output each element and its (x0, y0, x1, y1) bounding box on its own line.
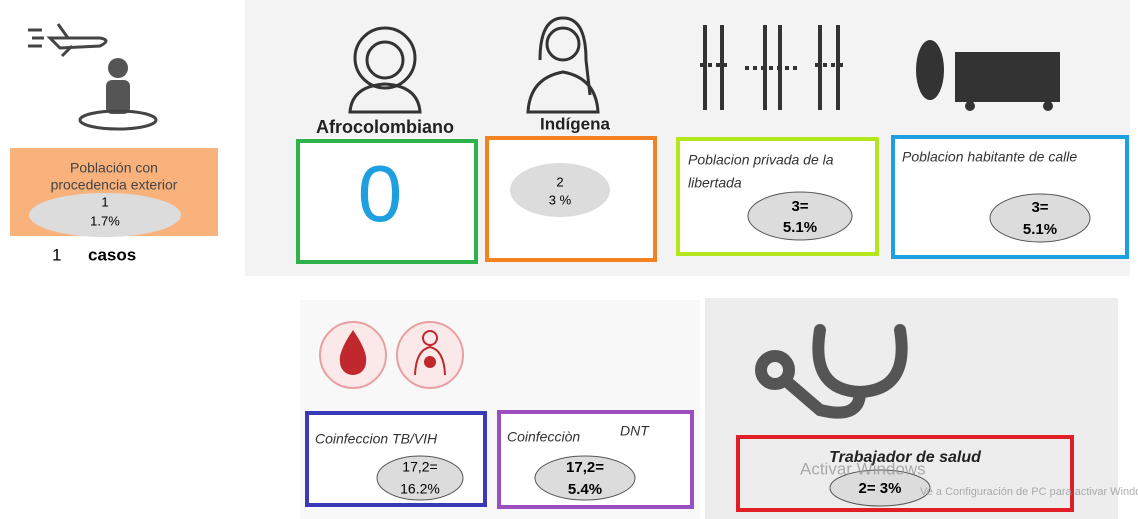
value-badge (510, 163, 610, 217)
percent: 5.1% (783, 219, 817, 236)
card-label: Poblacion privada de la (688, 152, 834, 168)
percent: 3 % (549, 192, 572, 207)
cases-count: 1 (52, 245, 61, 264)
afro-icon (348, 26, 422, 114)
value-badge (534, 455, 636, 501)
value-badge (29, 193, 181, 237)
card-title: Trabajador de salud (829, 449, 982, 466)
indigena-icon (526, 16, 600, 114)
card-label: libertada (688, 175, 742, 191)
body-icon (396, 321, 464, 389)
card-title: Afrocolombiano (316, 117, 454, 137)
card-label: DNT (620, 423, 650, 439)
watermark-subtitle: Ve a Configuración de PC para activar Wi… (920, 486, 1138, 498)
street-icon (916, 40, 1060, 111)
count: 1 (101, 194, 108, 209)
health-card (736, 435, 1074, 512)
value: 2= 3% (859, 480, 902, 497)
stethoscope-icon (755, 324, 908, 419)
percent: 5.4% (568, 481, 602, 498)
afro-card (296, 139, 478, 264)
card-title: Indígena (540, 114, 610, 133)
person-icon (78, 58, 158, 131)
value: 0 (358, 149, 403, 238)
value-badge (989, 193, 1091, 243)
card-label: Poblacion habitante de calle (902, 149, 1077, 165)
value-badge (747, 191, 853, 241)
percent: 1.7% (90, 213, 120, 228)
card-label: Coinfeccion TB/VIH (315, 431, 438, 447)
value-badge (829, 469, 931, 507)
card-label: Coinfecciòn (507, 429, 580, 445)
count: 3= (1031, 199, 1048, 216)
percent: 5.1% (1023, 221, 1057, 238)
watermark-title: Activar Windows (800, 459, 926, 478)
blood-icon (319, 321, 387, 389)
count: 17,2= (566, 459, 604, 476)
value-badge (376, 455, 464, 501)
card-label: procedencia exterior (51, 177, 178, 193)
percent: 16.2% (400, 481, 440, 497)
prison-icon (700, 25, 843, 110)
count: 2 (556, 174, 563, 189)
plane-icon (28, 23, 108, 58)
count: 17,2= (402, 459, 437, 475)
count: 3= (791, 198, 808, 215)
cases-label: casos (88, 245, 136, 264)
card-label: Población con (70, 160, 158, 176)
